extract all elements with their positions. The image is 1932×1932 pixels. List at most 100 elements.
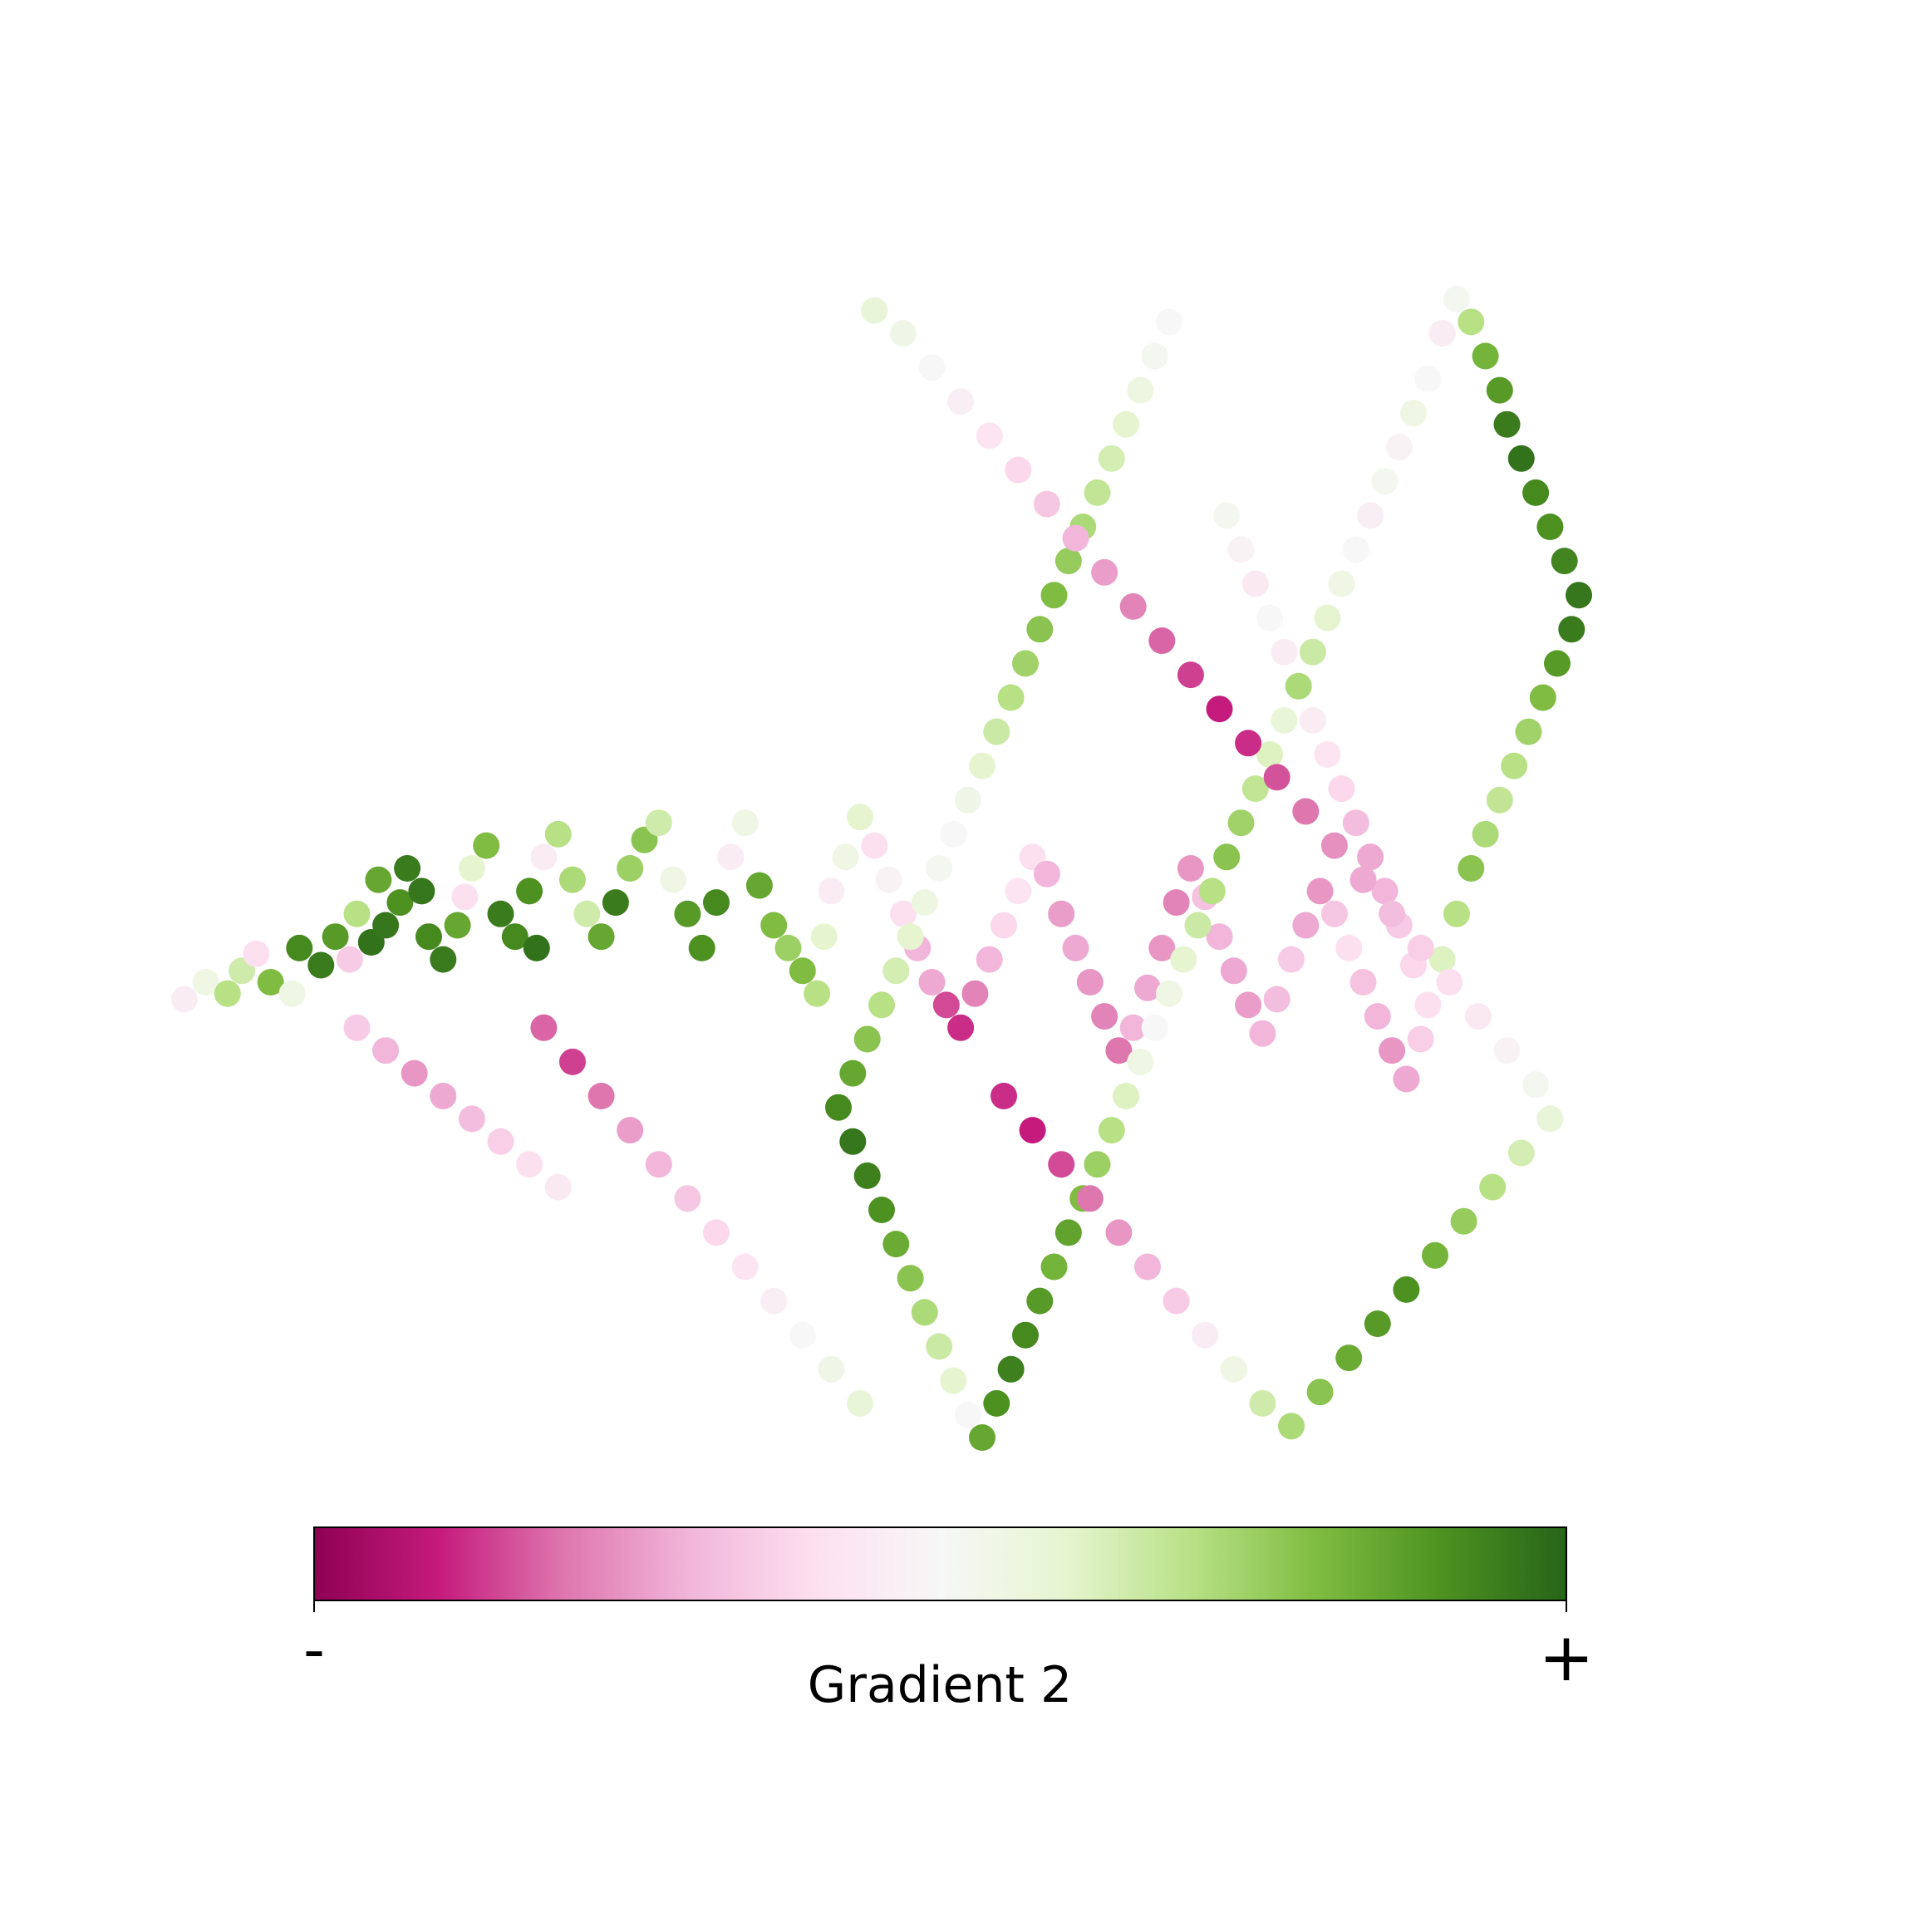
scatter-point [1364,1003,1391,1030]
scatter-point [961,980,989,1007]
scatter-point [1198,878,1226,905]
scatter-point [983,718,1010,745]
scatter-point [401,1059,428,1087]
scatter-point [523,934,550,961]
scatter-point [1536,514,1564,540]
scatter-point [1026,1287,1054,1315]
scatter-point [1127,1048,1154,1075]
scatter-point [444,912,471,939]
scatter-point [760,1287,788,1315]
colorbar-gradient-bar [313,1526,1567,1601]
scatter-point [889,900,917,927]
scatter-point [430,1083,457,1109]
scatter-point [991,1083,1017,1109]
scatter-point [847,804,873,831]
scatter-point [774,934,802,961]
scatter-point [1084,1151,1111,1178]
scatter-point [1349,866,1377,893]
scatter-point [832,843,859,871]
scatter-point [544,820,572,848]
scatter-point [451,883,479,911]
scatter-point [1206,923,1233,951]
scatter-point [818,878,845,905]
scatter-point [731,809,759,837]
scatter-point [969,1424,995,1451]
scatter-point [1098,445,1125,472]
scatter-point [861,297,888,324]
scatter-point [1213,843,1241,871]
scatter-point [430,946,457,973]
scatter-point [1443,900,1470,927]
scatter-point [1551,548,1578,575]
scatter-point [810,923,838,951]
scatter-point [1299,638,1326,666]
scatter-point [1076,969,1104,995]
scatter-point [1048,1151,1075,1178]
scatter-point [861,832,888,859]
scatter-point [1414,365,1442,392]
scatter-point [1458,308,1485,336]
scatter-plot-area [170,286,1592,1451]
scatter-point [1263,764,1290,791]
scatter-point [1119,1014,1147,1041]
scatter-point [1371,468,1399,495]
scatter-point [1320,900,1348,927]
scatter-point [372,1037,400,1064]
scatter-point [1141,342,1168,370]
scatter-point [918,354,946,381]
scatter-point [897,923,924,951]
scatter-point [976,422,1003,450]
scatter-point [1357,502,1384,529]
scatter-point [911,889,938,917]
scatter-point [731,1253,759,1281]
scatter-point [1213,502,1241,529]
scatter-point [1241,775,1269,803]
scatter-point [674,1185,701,1212]
scatter-point [192,969,219,995]
scatter-point [1479,1173,1507,1201]
scatter-point [1241,570,1269,597]
scatter-point [1285,672,1312,700]
scatter-point [889,320,917,347]
scatter-point [1141,1014,1168,1041]
scatter-point [1091,1003,1118,1030]
scatter-point [1134,974,1161,1001]
scatter-point [1235,730,1262,757]
scatter-point [1385,434,1413,461]
scatter-point [789,957,816,985]
scatter-point [940,1367,967,1394]
scatter-point [336,946,363,973]
scatter-point [1335,1345,1363,1372]
scatter-point [853,1025,881,1053]
scatter-point [1163,889,1190,917]
scatter-point [1156,980,1182,1007]
scatter-point [1472,342,1499,370]
scatter-point [969,752,995,779]
scatter-point [170,986,198,1013]
scatter-point [1314,741,1341,768]
scatter-point [1422,1241,1448,1269]
scatter-point [1062,524,1089,552]
scatter-point [1184,912,1212,939]
scatter-point [343,900,371,927]
scatter-point [1148,934,1176,961]
scatter-point [1227,809,1255,837]
scatter-point [847,1389,873,1417]
scatter-point [911,1299,938,1326]
scatter-point [1507,445,1535,472]
scatter-point [991,912,1017,939]
scatter-point [573,900,601,927]
scatter-point [516,1151,543,1178]
scatter-point [1414,991,1442,1019]
scatter-point [940,820,967,848]
colorbar-title: Gradient 2 [808,1656,1072,1714]
scatter-point [1407,934,1434,961]
scatter-point [1263,986,1290,1013]
scatter-point [839,1059,867,1087]
scatter-point [343,1014,371,1041]
scatter-point [1292,798,1320,825]
colorbar-min-label: - [303,1615,325,1684]
scatter-point [1026,616,1054,643]
scatter-point [1342,536,1369,563]
scatter-point [559,866,586,893]
